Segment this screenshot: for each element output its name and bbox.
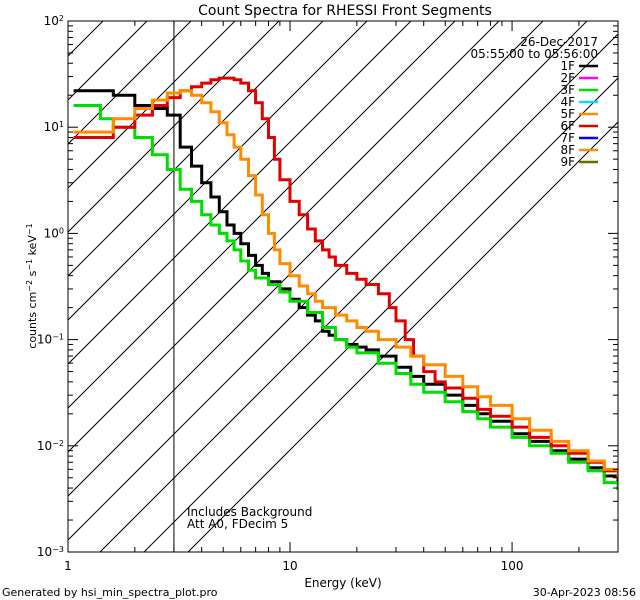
x-axis-label: Energy (keV) [304, 576, 381, 590]
hatch-line [68, 21, 280, 233]
x-tick-label: 10 [282, 559, 297, 573]
y-tick-label: 10−3 [37, 545, 64, 560]
y-tick-label: 100 [44, 226, 64, 241]
x-tick-label: 100 [501, 559, 524, 573]
y-label-exp-3: −1 [25, 223, 34, 235]
x-axis-ticks: 1 10 100 [64, 21, 619, 573]
hatched-region [68, 21, 618, 552]
hatch-line [68, 21, 104, 57]
series-layer [73, 76, 618, 491]
y-label-base: counts cm [26, 292, 39, 349]
footer-timestamp: 30-Apr-2023 08:56 [533, 586, 636, 599]
annotation-attenuator: Att A0, FDecim 5 [187, 517, 288, 531]
series-5F [73, 89, 618, 478]
hatch-line [68, 21, 544, 497]
y-label-exp-1: −2 [25, 280, 34, 292]
legend-label: 6F [560, 119, 575, 133]
series-6F [73, 76, 618, 480]
hatch-line [68, 21, 192, 145]
legend-label: 2F [560, 71, 575, 85]
series-1F [73, 89, 618, 483]
y-label-mid: s [26, 270, 39, 279]
hatch-line [187, 121, 618, 552]
legend-label: 1F [560, 59, 575, 73]
y-tick-label: 101 [44, 120, 64, 135]
y-tick-label: 10−1 [37, 332, 64, 347]
y-axis-label: counts cm−2 s−1 keV−1 [25, 223, 40, 348]
time-range-label: 05:55:00 to 05:56:00 [471, 47, 598, 61]
series-3F [73, 104, 618, 491]
hatch-line [68, 21, 148, 101]
hatch-line [68, 21, 324, 277]
legend-label: 8F [560, 143, 575, 157]
hatch-line [68, 21, 588, 541]
x-tick-label: 1 [64, 559, 72, 573]
legend-label: 5F [560, 107, 575, 121]
hatch-line [68, 21, 412, 365]
hatch-line [99, 33, 618, 552]
hatch-line [68, 21, 500, 453]
footer-generator: Generated by hsi_min_spectra_plot.pro [2, 586, 218, 599]
hatch-line [143, 77, 618, 552]
legend-label: 4F [560, 95, 575, 109]
y-tick-label: 102 [44, 14, 64, 29]
chart-title: Count Spectra for RHESSI Front Segments [198, 3, 492, 19]
legend-label: 3F [560, 83, 575, 97]
legend-label: 7F [560, 131, 575, 145]
y-tick-label: 10−2 [37, 438, 64, 453]
legend-label: 9F [560, 155, 575, 169]
hatch-line [68, 21, 368, 321]
y-label-end: keV [26, 235, 39, 259]
plot-frame [67, 20, 619, 553]
hatch-line [68, 21, 456, 409]
y-axis-ticks: 10−3 10−2 10−1 100 101 102 [37, 14, 618, 560]
date-label: 26-Dec-2017 [520, 35, 598, 49]
annotation-background: Includes Background [187, 505, 312, 519]
y-label-exp-2: −1 [25, 259, 34, 271]
